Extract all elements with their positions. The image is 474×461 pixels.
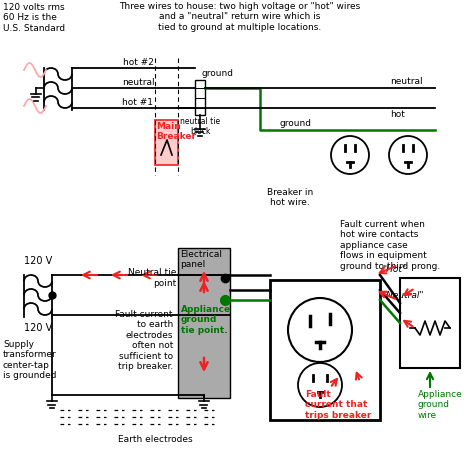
Text: hot #1: hot #1 <box>122 98 154 107</box>
Bar <box>178 248 230 398</box>
Text: Electrical
panel: Electrical panel <box>180 250 222 269</box>
Bar <box>400 278 460 368</box>
Text: Three wires to house: two high voltage or "hot" wires
and a "neutral" return wir: Three wires to house: two high voltage o… <box>119 2 361 32</box>
Text: Main
Breaker: Main Breaker <box>156 122 196 142</box>
Text: "Neutral": "Neutral" <box>382 291 423 300</box>
Text: neutral: neutral <box>390 77 423 86</box>
Text: neutral: neutral <box>122 78 155 87</box>
Text: Fault current
to earth
electrodes
often not
sufficient to
trip breaker.: Fault current to earth electrodes often … <box>116 310 173 371</box>
Text: hot: hot <box>390 110 405 119</box>
Text: Supply
transformer
center-tap
is grounded: Supply transformer center-tap is grounde… <box>3 340 57 380</box>
Text: Earth electrodes: Earth electrodes <box>118 435 192 444</box>
Text: Neutral tie
point: Neutral tie point <box>128 268 176 288</box>
Text: hot #2: hot #2 <box>123 58 154 67</box>
Text: Breaker in
hot wire.: Breaker in hot wire. <box>267 188 313 207</box>
Text: "Hot": "Hot" <box>382 265 406 274</box>
Text: 120 V: 120 V <box>24 323 52 333</box>
Text: 120 V: 120 V <box>24 256 52 266</box>
Text: neutral tie
block: neutral tie block <box>180 117 220 136</box>
Bar <box>195 80 205 115</box>
Text: Fault current when
hot wire contacts
appliance case
flows in equipment
ground to: Fault current when hot wire contacts app… <box>340 220 440 271</box>
Bar <box>270 280 380 420</box>
Text: Appliance
ground
tie point.: Appliance ground tie point. <box>181 305 231 335</box>
Bar <box>155 120 178 165</box>
Text: Appliance
ground
wire: Appliance ground wire <box>418 390 463 420</box>
Text: Fault
current that
trips breaker: Fault current that trips breaker <box>305 390 371 420</box>
Text: ground: ground <box>280 119 312 128</box>
Text: ground: ground <box>202 69 234 78</box>
Text: 120 volts rms
60 Hz is the
U.S. Standard: 120 volts rms 60 Hz is the U.S. Standard <box>3 3 65 33</box>
